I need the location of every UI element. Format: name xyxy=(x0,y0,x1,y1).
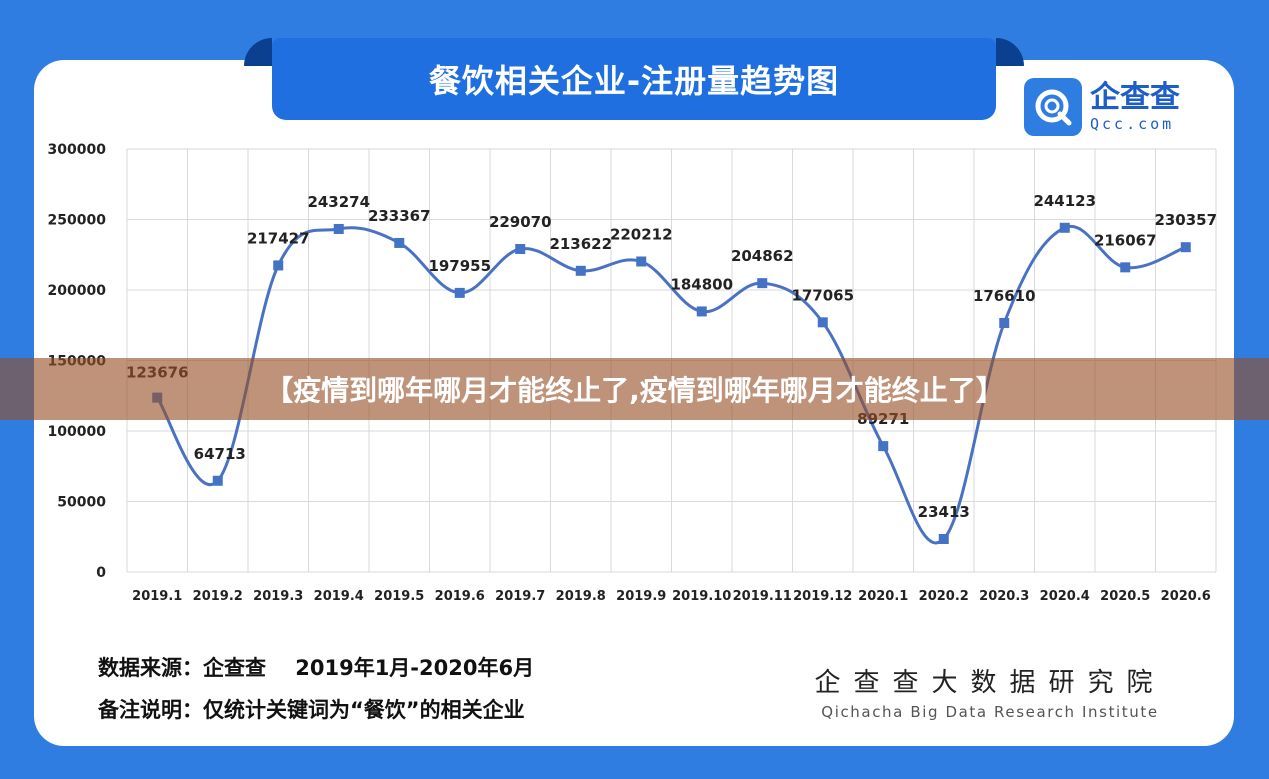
data-point-marker xyxy=(878,441,889,452)
x-tick-label: 2019.11 xyxy=(733,589,792,604)
data-label: 197955 xyxy=(428,257,491,275)
data-label: 220212 xyxy=(610,226,673,244)
data-source-line: 数据来源：企查查 2019年1月-2020年6月 xyxy=(98,652,534,682)
note-line: 备注说明：仅统计关键词为“餐饮”的相关企业 xyxy=(98,694,525,724)
data-point-marker xyxy=(454,287,465,298)
data-label: 184800 xyxy=(670,275,733,293)
y-tick-label: 0 xyxy=(96,565,106,581)
x-tick-label: 2020.4 xyxy=(1040,589,1090,604)
data-point-marker xyxy=(515,244,526,255)
x-tick-label: 2019.9 xyxy=(616,589,666,604)
x-tick-label: 2020.5 xyxy=(1100,589,1150,604)
overlay-banner-text: 【疫情到哪年哪月才能终止了,疫情到哪年哪月才能终止了】 xyxy=(265,374,1004,407)
data-point-marker xyxy=(333,223,344,234)
data-label: 217427 xyxy=(247,229,310,247)
x-tick-label: 2020.3 xyxy=(979,589,1029,604)
y-tick-label: 250000 xyxy=(48,213,107,229)
logo-name-en: Qcc.com xyxy=(1090,115,1175,133)
data-point-marker xyxy=(1120,262,1131,273)
data-point-marker xyxy=(394,237,405,248)
x-tick-label: 2019.7 xyxy=(495,589,545,604)
x-tick-label: 2019.2 xyxy=(193,589,243,604)
x-tick-label: 2019.6 xyxy=(435,589,485,604)
x-tick-label: 2019.4 xyxy=(314,589,364,604)
chart-title: 餐饮相关企业-注册量趋势图 xyxy=(428,62,840,100)
data-point-marker xyxy=(999,317,1010,328)
data-label: 229070 xyxy=(489,213,552,231)
data-label: 216067 xyxy=(1094,231,1157,249)
x-tick-label: 2019.1 xyxy=(132,589,182,604)
data-point-marker xyxy=(1180,242,1191,253)
y-tick-label: 300000 xyxy=(48,142,107,158)
y-tick-label: 50000 xyxy=(57,495,106,511)
data-label: 244123 xyxy=(1033,192,1096,210)
data-point-marker xyxy=(273,260,284,271)
institute-name-cn: 企查查大数据研究院 xyxy=(814,668,1166,698)
data-label: 177065 xyxy=(791,286,854,304)
data-point-marker xyxy=(575,265,586,276)
x-tick-label: 2020.2 xyxy=(919,589,969,604)
data-point-marker xyxy=(636,256,647,267)
data-label: 64713 xyxy=(194,445,246,463)
data-label: 230357 xyxy=(1154,211,1217,229)
note-value: 仅统计关键词为“餐饮”的相关企业 xyxy=(203,698,525,722)
data-point-marker xyxy=(1059,222,1070,233)
x-tick-label: 2019.3 xyxy=(253,589,303,604)
institute-name-en: Qichacha Big Data Research Institute xyxy=(821,703,1159,721)
data-point-marker xyxy=(212,475,223,486)
data-point-marker xyxy=(817,317,828,328)
x-tick-label: 2019.5 xyxy=(374,589,424,604)
x-tick-label: 2020.1 xyxy=(858,589,908,604)
y-tick-label: 200000 xyxy=(48,283,107,299)
title-banner: 餐饮相关企业-注册量趋势图 xyxy=(244,38,1024,120)
note-label: 备注说明： xyxy=(98,698,203,722)
data-source-label: 数据来源： xyxy=(98,656,203,680)
institute-signature: 企查查大数据研究院 Qichacha Big Data Research Ins… xyxy=(808,662,1172,721)
x-tick-label: 2019.8 xyxy=(556,589,606,604)
y-tick-label: 100000 xyxy=(48,424,107,440)
x-tick-label: 2020.6 xyxy=(1161,589,1211,604)
x-tick-label: 2019.10 xyxy=(672,589,731,604)
data-label: 23413 xyxy=(918,503,970,521)
overlay-banner: 【疫情到哪年哪月才能终止了,疫情到哪年哪月才能终止了】 xyxy=(0,358,1269,420)
data-point-marker xyxy=(757,278,768,289)
data-label: 176610 xyxy=(973,287,1036,305)
data-label: 204862 xyxy=(731,247,794,265)
x-tick-label: 2019.12 xyxy=(793,589,852,604)
data-label: 243274 xyxy=(307,193,370,211)
data-point-marker xyxy=(938,533,949,544)
data-label: 213622 xyxy=(549,235,612,253)
logo-name-cn: 企查查 xyxy=(1090,80,1180,115)
data-label: 233367 xyxy=(368,207,431,225)
data-source-value: 企查查 2019年1月-2020年6月 xyxy=(203,656,535,680)
qcc-logo-icon xyxy=(1024,78,1082,136)
qcc-logo: 企查查 Qcc.com xyxy=(1024,78,1180,136)
data-point-marker xyxy=(696,306,707,317)
